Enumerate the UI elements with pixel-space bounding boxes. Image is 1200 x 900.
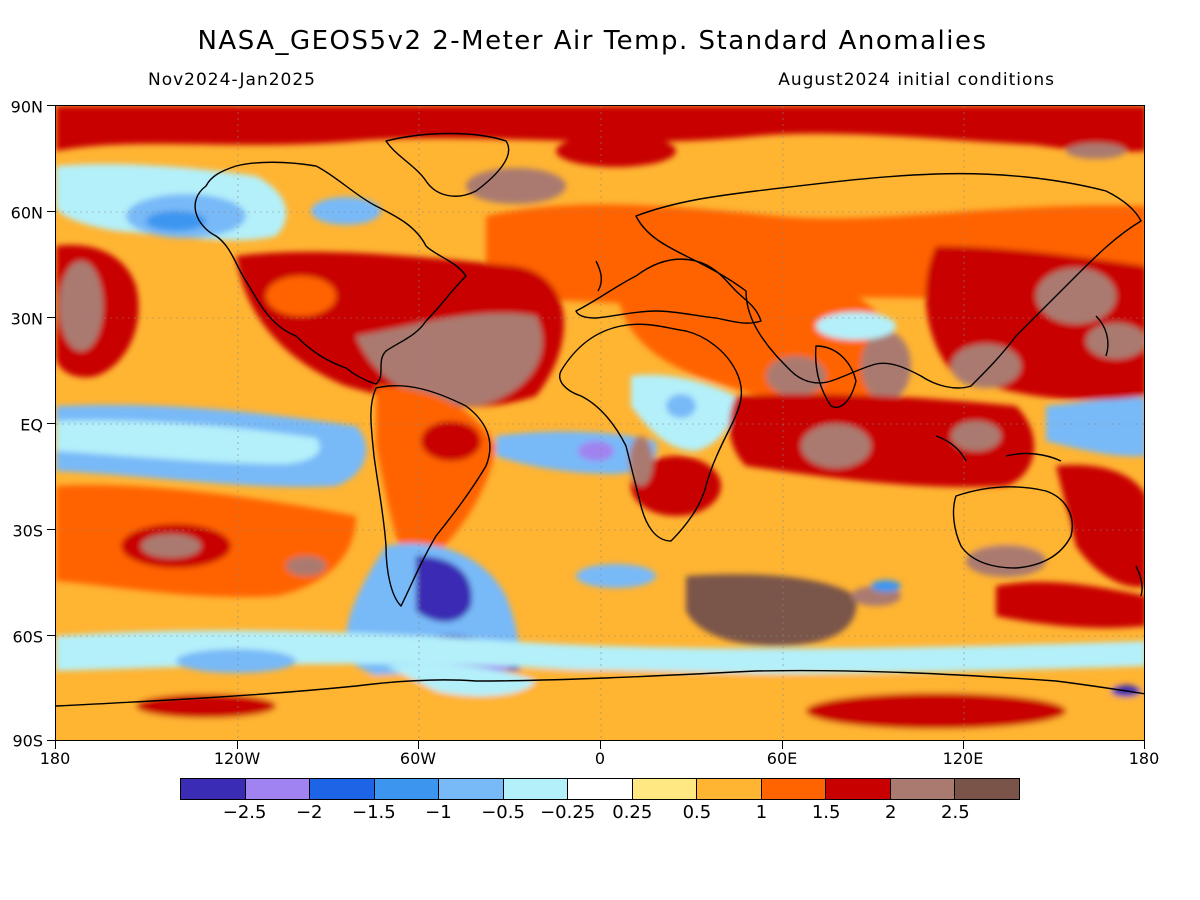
color-swatch — [374, 779, 440, 799]
color-scale-label: 0.25 — [612, 802, 653, 823]
y-axis-label: 60S — [12, 627, 43, 647]
color-scale-label: 0.5 — [682, 802, 712, 823]
color-scale-label: −2.5 — [222, 802, 267, 823]
x-tick — [782, 741, 783, 749]
initial-conditions-label: August2024 initial conditions — [778, 70, 1055, 90]
color-scale-label: −0.25 — [540, 802, 596, 823]
x-tick — [963, 741, 964, 749]
map-canvas — [56, 106, 1144, 740]
y-axis-label: 90N — [10, 97, 43, 117]
y-axis-label: 30S — [12, 521, 43, 541]
color-swatch — [181, 779, 246, 799]
color-scale-bar — [180, 778, 1020, 800]
color-swatch — [503, 779, 569, 799]
x-axis-label: 120E — [942, 749, 984, 768]
color-scale-label: 1.5 — [811, 802, 841, 823]
y-axis-label: 90S — [12, 731, 43, 751]
color-swatch — [955, 779, 1019, 799]
y-tick — [47, 211, 55, 212]
color-swatch — [310, 779, 375, 799]
x-axis-label: 180 — [39, 749, 71, 768]
color-scale-label: −1 — [425, 802, 452, 823]
map-title: NASA_GEOS5v2 2-Meter Air Temp. Standard … — [197, 26, 988, 56]
x-axis-label: 180 — [1128, 749, 1160, 768]
color-swatch — [890, 779, 956, 799]
anomaly-map — [55, 105, 1145, 741]
color-scale-label: −0.5 — [481, 802, 525, 823]
color-scale-label: −1.5 — [351, 802, 396, 823]
x-tick — [237, 741, 238, 749]
y-axis-label: 30N — [10, 309, 43, 329]
x-tick — [600, 741, 601, 749]
y-tick — [47, 529, 55, 530]
color-swatch — [632, 779, 698, 799]
x-axis-label: 0 — [594, 749, 606, 768]
x-tick — [1144, 741, 1145, 749]
x-tick — [55, 741, 56, 749]
y-tick — [47, 423, 55, 424]
color-swatch — [761, 779, 827, 799]
x-axis-label: 60W — [399, 749, 437, 768]
y-tick — [47, 105, 55, 106]
y-axis-label: 60N — [10, 203, 43, 223]
color-swatch — [439, 779, 504, 799]
color-scale-label: 2 — [885, 802, 897, 823]
color-swatch — [245, 779, 311, 799]
color-scale-label: 2.5 — [941, 802, 970, 823]
x-axis-label: 120W — [213, 749, 261, 768]
y-tick — [47, 740, 55, 741]
x-tick — [418, 741, 419, 749]
color-swatch — [697, 779, 762, 799]
color-swatch — [826, 779, 891, 799]
y-axis-label: EQ — [20, 415, 43, 435]
forecast-period: Nov2024-Jan2025 — [148, 70, 316, 90]
y-tick — [47, 635, 55, 636]
y-tick — [47, 317, 55, 318]
color-scale-label: −2 — [295, 802, 323, 823]
color-swatch — [568, 779, 633, 799]
x-axis-label: 60E — [766, 749, 798, 768]
color-scale-label: 1 — [755, 802, 768, 823]
